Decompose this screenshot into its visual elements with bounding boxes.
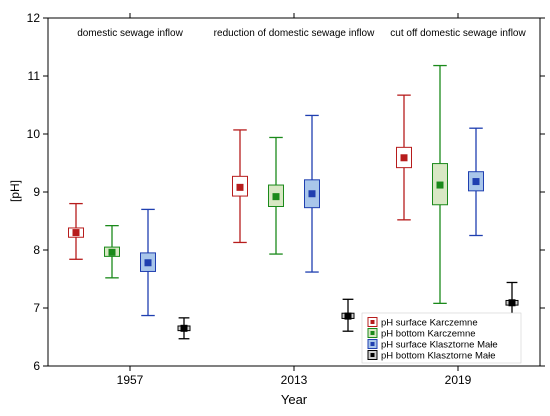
x-axis-label: Year [281,392,308,407]
mean-marker [508,299,516,307]
mean-marker [108,248,116,256]
mean-marker [308,190,316,198]
y-tick-label: 10 [27,127,41,141]
mean-marker [472,178,480,186]
y-tick-label: 12 [27,11,41,25]
y-tick-label: 11 [28,69,41,83]
mean-marker [144,259,152,267]
legend-swatch-marker [370,353,375,357]
group-annotation: cut off domestic sewage inflow [390,28,526,39]
legend-swatch-marker [370,342,375,346]
legend-swatch-marker [370,320,375,324]
legend-label: pH surface Karczemne [381,318,478,329]
group-annotation: reduction of domestic sewage inflow [214,28,375,39]
legend-frame [361,312,522,364]
mean-marker [272,193,280,201]
legend-label: pH surface Klasztorne Małe [381,340,498,351]
mean-marker [180,324,188,332]
x-tick-label: 2013 [281,373,308,387]
mean-marker [72,229,80,237]
y-tick-label: 6 [33,359,40,373]
y-tick-label: 7 [33,301,40,315]
plot-area: 6 7 8 9 10 11 12 1957 domestic sewage inflow 2013… [27,11,545,387]
y-tick-label: 8 [33,243,40,257]
mean-marker [400,154,408,162]
y-axis-label: [pH] [8,180,22,202]
mean-marker [436,181,444,189]
y-tick-label: 9 [33,185,40,199]
x-tick-label: 1957 [117,373,144,387]
mean-marker [344,312,352,320]
legend-label: pH bottom Klasztorne Małe [381,351,496,362]
legend-label: pH bottom Karczemne [381,329,476,340]
x-tick-label: 2019 [445,373,472,387]
mean-marker [236,183,244,191]
group-annotation: domestic sewage inflow [77,28,183,39]
legend-swatch-marker [370,331,375,335]
